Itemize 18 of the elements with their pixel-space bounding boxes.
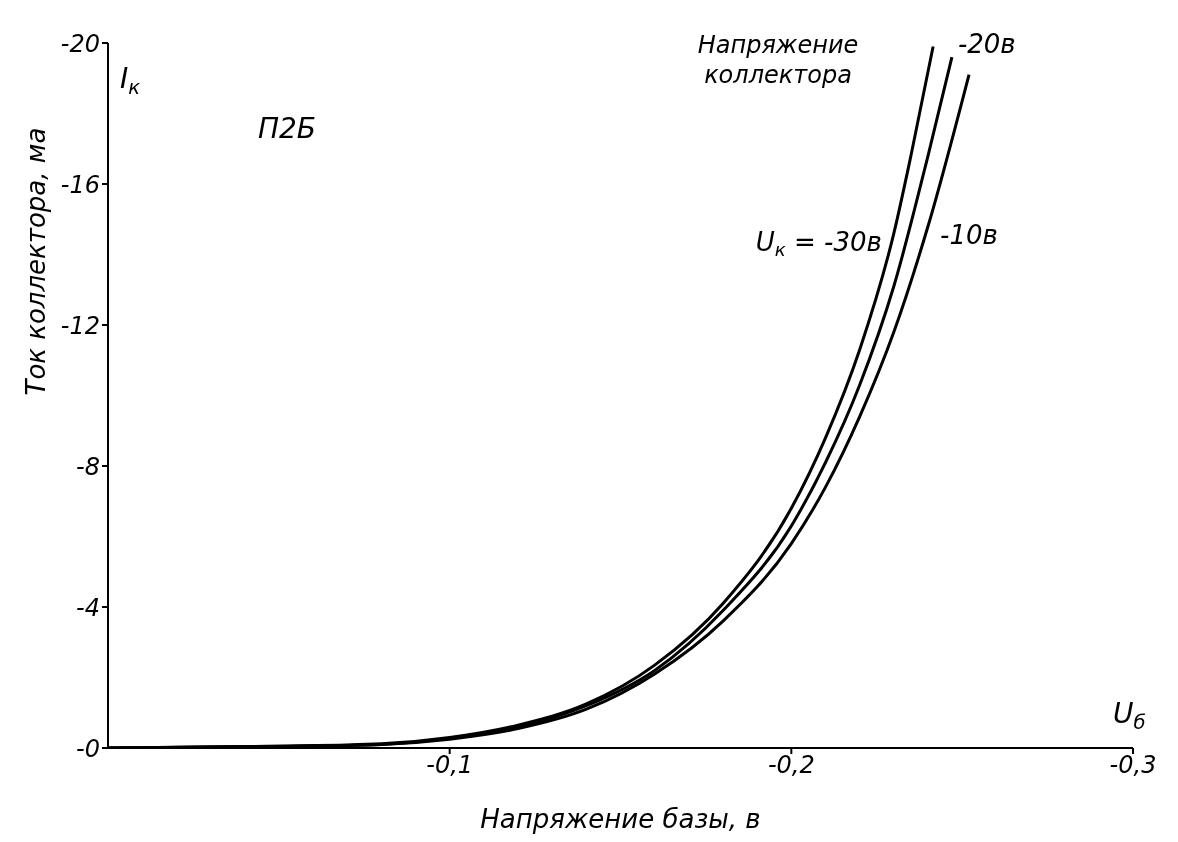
series-label: -20в bbox=[957, 29, 1016, 60]
legend-title: Напряжение коллектора bbox=[697, 31, 859, 89]
y-tick-label: -4 bbox=[76, 593, 100, 622]
annotation: П2Б bbox=[258, 112, 317, 145]
y-tick-label: -12 bbox=[60, 311, 100, 340]
y-tick-label: -20 bbox=[60, 29, 100, 58]
x-tick-label: -0,1 bbox=[426, 751, 474, 780]
x-tick-label: -0,2 bbox=[767, 751, 815, 780]
annotation: U$_{б}$ bbox=[1113, 697, 1146, 734]
series-label: -10в bbox=[940, 220, 998, 251]
y-tick-label: -0 bbox=[76, 734, 100, 763]
x-axis-title: Напряжение базы, в bbox=[480, 804, 761, 834]
series-label: U$_{к}$ = -30в bbox=[755, 227, 882, 261]
y-tick-label: -8 bbox=[76, 452, 100, 481]
y-axis-title: Ток коллектора, ма bbox=[21, 127, 52, 396]
y-tick-label: -16 bbox=[60, 170, 100, 199]
x-tick-label: -0,3 bbox=[1109, 751, 1157, 780]
annotation: I$_{к}$ bbox=[120, 62, 141, 99]
